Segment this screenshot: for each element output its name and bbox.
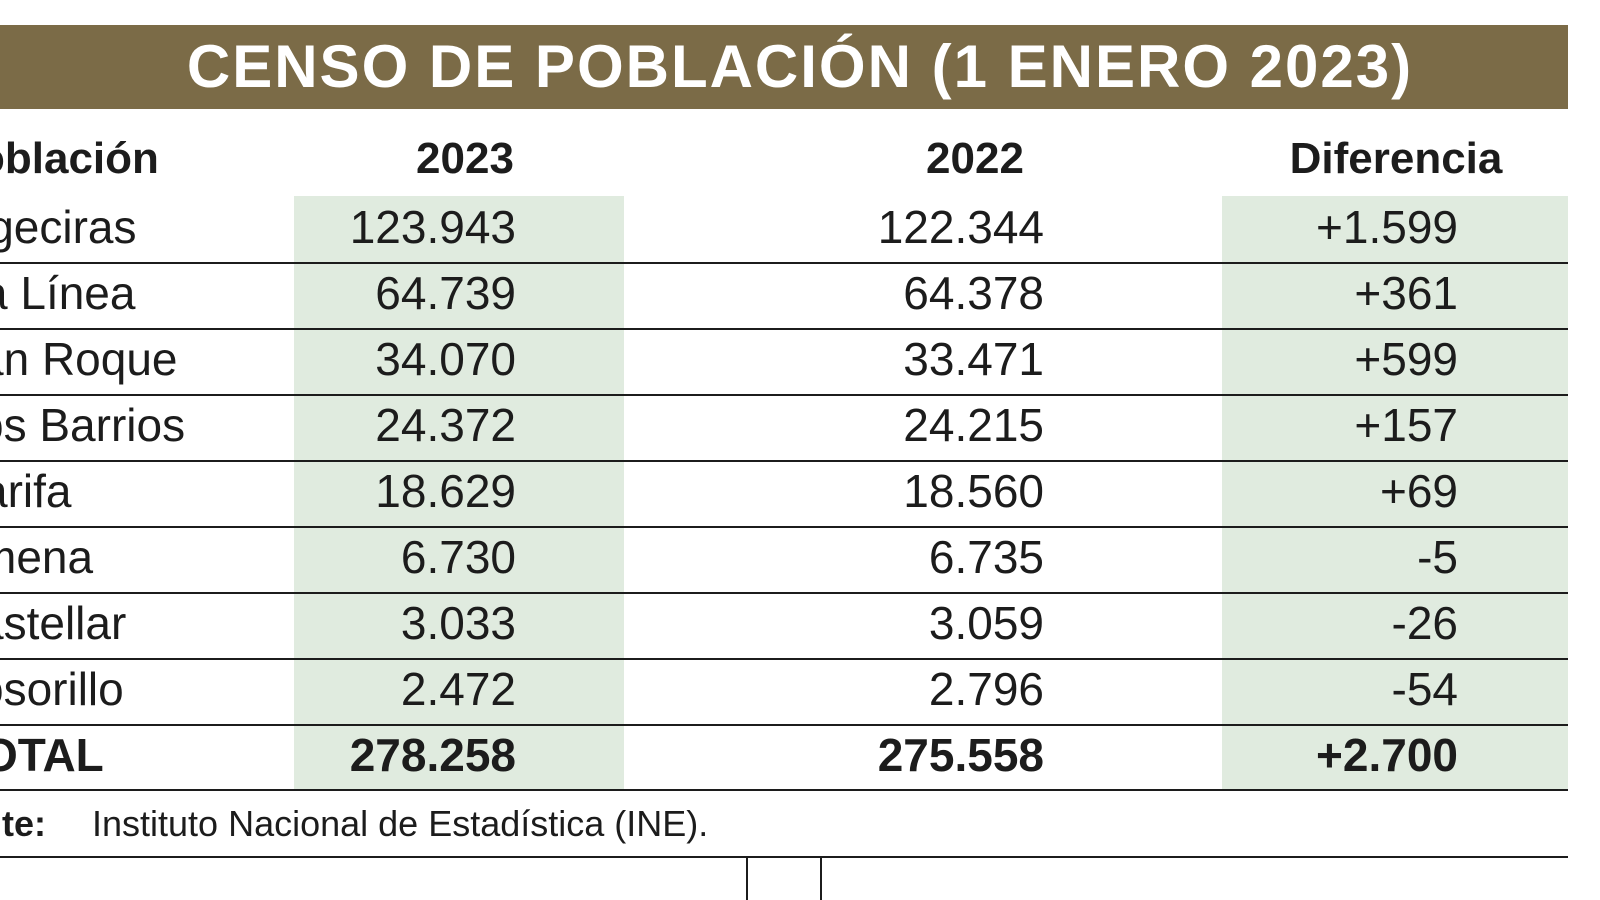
table-row: osorillo 2.472 2.796 -54 — [0, 658, 1568, 724]
row-divider — [0, 460, 1568, 462]
table-row: a Línea 64.739 64.378 +361 — [0, 262, 1568, 328]
table-row: lgeciras 123.943 122.344 +1.599 — [0, 196, 1568, 262]
cell-2022: 6.735 — [928, 531, 1044, 583]
page-title: CENSO DE POBLACIÓN (1 ENERO 2023) — [186, 33, 1414, 100]
cell-difference: +361 — [1354, 267, 1458, 319]
row-divider — [0, 592, 1568, 594]
total-label: OTAL — [0, 729, 104, 781]
source-text: Instituto Nacional de Estadística (INE). — [92, 803, 709, 844]
cell-2023: 2.472 — [400, 663, 516, 715]
row-divider — [0, 724, 1568, 726]
footer-divider-right — [820, 858, 822, 900]
total-2023: 278.258 — [349, 729, 516, 781]
footer-rule — [0, 856, 1568, 858]
total-2022: 275.558 — [877, 729, 1044, 781]
cell-2023: 24.372 — [375, 399, 516, 451]
cell-place: os Barrios — [0, 399, 186, 451]
footer-divider-left — [746, 858, 748, 900]
cell-2022: 18.560 — [903, 465, 1044, 517]
header-place: oblación — [0, 134, 159, 183]
table-row: an Roque 34.070 33.471 +599 — [0, 328, 1568, 394]
table-row: mena 6.730 6.735 -5 — [0, 526, 1568, 592]
cell-difference: -26 — [1391, 597, 1458, 649]
table-total-row: OTAL 278.258 275.558 +2.700 — [0, 724, 1568, 790]
cell-2022: 33.471 — [903, 333, 1044, 385]
row-divider — [0, 526, 1568, 528]
cell-2022: 2.796 — [928, 663, 1044, 715]
source-label: ente: — [0, 803, 47, 844]
cell-place: lgeciras — [0, 201, 137, 253]
table-bottom-rule — [0, 789, 1568, 791]
total-difference: +2.700 — [1316, 729, 1458, 781]
column-difference-shading — [1222, 196, 1568, 789]
row-divider — [0, 658, 1568, 660]
header-difference: Diferencia — [1289, 134, 1503, 183]
cell-2022: 3.059 — [928, 597, 1044, 649]
cell-2023: 34.070 — [375, 333, 516, 385]
header-2022: 2022 — [926, 134, 1024, 183]
cell-2022: 64.378 — [903, 267, 1044, 319]
cell-difference: +157 — [1354, 399, 1458, 451]
cell-place: mena — [0, 531, 94, 583]
title-bar: CENSO DE POBLACIÓN (1 ENERO 2023) — [0, 25, 1568, 109]
cell-2023: 64.739 — [375, 267, 516, 319]
table-row: arifa 18.629 18.560 +69 — [0, 460, 1568, 526]
cell-2023: 123.943 — [349, 201, 516, 253]
row-divider — [0, 328, 1568, 330]
cell-place: arifa — [0, 465, 72, 517]
cell-2022: 122.344 — [877, 201, 1044, 253]
cell-2023: 18.629 — [375, 465, 516, 517]
table-row: astellar 3.033 3.059 -26 — [0, 592, 1568, 658]
row-divider — [0, 262, 1568, 264]
cell-2022: 24.215 — [903, 399, 1044, 451]
cell-difference: +1.599 — [1316, 201, 1458, 253]
cell-place: an Roque — [0, 333, 178, 385]
cell-place: astellar — [0, 597, 127, 649]
cell-2023: 6.730 — [400, 531, 516, 583]
cell-2023: 3.033 — [400, 597, 516, 649]
cell-difference: +69 — [1379, 465, 1458, 517]
cell-place: a Línea — [0, 267, 136, 319]
cell-difference: -5 — [1417, 531, 1458, 583]
table-row: os Barrios 24.372 24.215 +157 — [0, 394, 1568, 460]
row-divider — [0, 394, 1568, 396]
column-2023-shading — [294, 196, 624, 789]
header-2023: 2023 — [416, 134, 514, 183]
cell-place: osorillo — [0, 663, 124, 715]
cell-difference: +599 — [1354, 333, 1458, 385]
cell-difference: -54 — [1391, 663, 1458, 715]
